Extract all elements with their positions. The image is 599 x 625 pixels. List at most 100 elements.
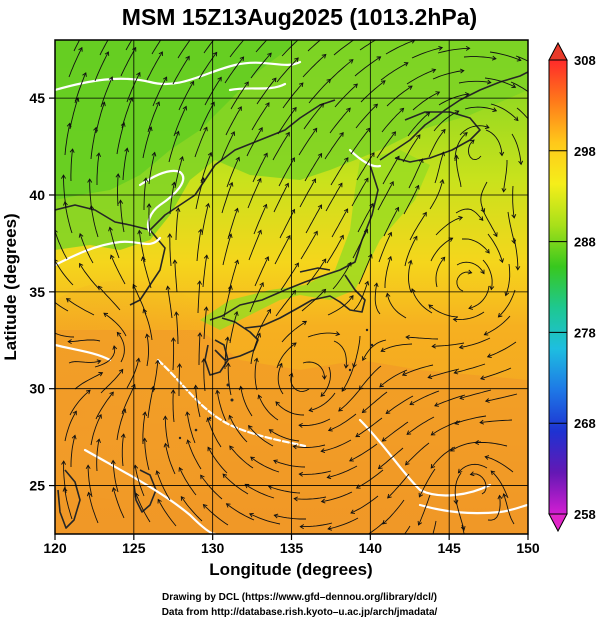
streamline xyxy=(252,153,268,183)
streamline-arrow xyxy=(165,285,171,291)
streamline xyxy=(358,254,373,285)
streamline xyxy=(227,208,239,240)
streamline-arrow xyxy=(339,132,344,137)
streamline xyxy=(88,492,99,524)
streamline-arrow xyxy=(264,256,270,261)
streamline xyxy=(100,76,113,108)
streamline-arrow xyxy=(172,259,178,264)
streamline-arrow xyxy=(137,229,143,235)
streamline-arrow xyxy=(335,331,341,337)
streamline xyxy=(198,52,218,80)
streamline-arrow xyxy=(62,487,68,492)
streamline xyxy=(256,77,277,105)
streamline-arrow xyxy=(250,456,255,462)
streamline-arrow xyxy=(338,182,343,188)
streamline-arrow xyxy=(353,83,358,89)
x-axis-ticks: 120 125 130 135 140 145 150 xyxy=(43,534,540,556)
streamline-arrow xyxy=(326,474,332,480)
streamline xyxy=(379,369,408,388)
streamline xyxy=(225,106,242,136)
streamline xyxy=(411,47,443,59)
streamline-arrow xyxy=(511,239,517,245)
streamline-arrow xyxy=(321,258,327,264)
streamline-arrow xyxy=(44,327,48,331)
streamline-arrow xyxy=(286,234,291,240)
streamline xyxy=(174,260,178,293)
streamline-arrow xyxy=(146,203,152,208)
streamline xyxy=(428,129,446,158)
streamline-arrow xyxy=(511,83,517,89)
streamline-arrow xyxy=(425,111,431,117)
streamline xyxy=(250,456,280,473)
streamline xyxy=(227,363,232,396)
streamline-arrow xyxy=(120,433,126,438)
streamline xyxy=(112,487,125,519)
streamline-arrow xyxy=(321,375,327,380)
streamline-arrow xyxy=(404,460,410,466)
streamline xyxy=(125,40,133,51)
streamline xyxy=(431,420,461,436)
streamline xyxy=(197,281,201,314)
streamline-arrow xyxy=(262,203,268,209)
streamline-arrow xyxy=(103,312,109,318)
streamline-arrow xyxy=(308,407,314,413)
streamline xyxy=(354,56,381,77)
streamline-arrow xyxy=(364,177,369,183)
streamline-arrow xyxy=(222,473,228,479)
streamline xyxy=(248,230,262,261)
streamline-arrow xyxy=(478,216,484,221)
streamline xyxy=(487,341,517,358)
streamline xyxy=(480,181,488,213)
streamline xyxy=(247,178,262,209)
streamline xyxy=(299,418,331,426)
streamline-arrow xyxy=(271,77,277,83)
streamline xyxy=(55,259,74,286)
streamline xyxy=(94,51,109,82)
streamline xyxy=(328,413,357,431)
streamline xyxy=(384,256,392,288)
streamline-arrow xyxy=(142,411,148,417)
streamline xyxy=(382,421,409,442)
streamline-arrow xyxy=(439,178,445,184)
streamline xyxy=(418,468,436,498)
streamline-arrow xyxy=(389,181,394,186)
streamline-arrow xyxy=(294,57,299,63)
streamline-arrow xyxy=(417,520,423,526)
credit-drawing: Drawing by DCL (https://www.gfd–dennou.o… xyxy=(161,592,437,603)
streamline xyxy=(434,152,444,184)
streamline xyxy=(200,474,223,500)
streamline xyxy=(64,410,77,442)
streamline-arrow xyxy=(376,56,382,61)
streamline xyxy=(100,369,124,394)
x-tick-label: 130 xyxy=(201,540,225,556)
streamline-arrow xyxy=(415,184,420,190)
streamline xyxy=(485,456,514,473)
streamline xyxy=(330,157,349,186)
streamline xyxy=(251,102,270,131)
streamline-arrow xyxy=(387,493,392,499)
streamline-arrow xyxy=(338,407,343,412)
streamline xyxy=(207,447,228,474)
streamline-arrow xyxy=(200,177,206,182)
streamline xyxy=(222,473,249,495)
streamline xyxy=(220,131,235,162)
streamline xyxy=(201,203,209,236)
streamline xyxy=(169,182,175,215)
streamline xyxy=(470,473,487,495)
streamline xyxy=(428,368,460,379)
map-area xyxy=(44,40,528,534)
streamline-arrow xyxy=(235,156,240,162)
streamline-arrow xyxy=(362,356,367,361)
streamline-arrow xyxy=(416,134,421,139)
colorbar-gradient xyxy=(549,60,567,514)
streamline-arrow xyxy=(454,154,459,160)
streamline-arrow xyxy=(489,285,495,291)
x-axis-label: Longitude (degrees) xyxy=(209,560,372,579)
streamline xyxy=(254,358,258,391)
streamline xyxy=(352,229,368,259)
streamline xyxy=(302,361,325,380)
streamline xyxy=(90,205,99,238)
streamline xyxy=(498,289,516,318)
streamline xyxy=(226,157,240,188)
streamline-arrow xyxy=(499,151,505,157)
